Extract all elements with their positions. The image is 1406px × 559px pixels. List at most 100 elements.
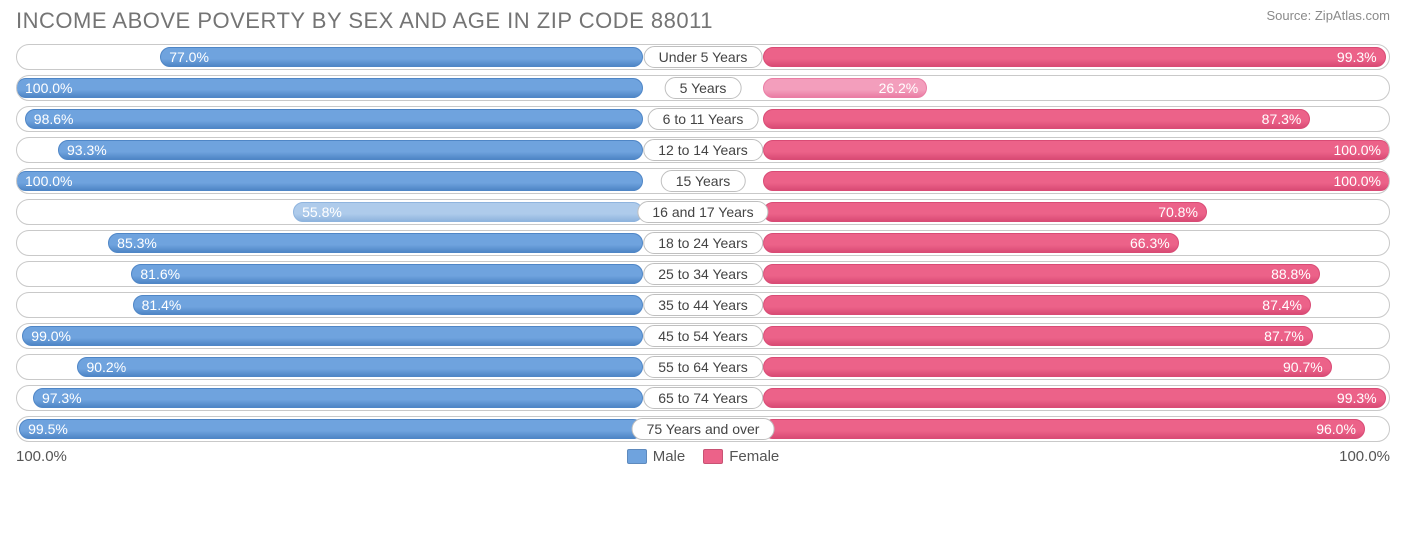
- male-bar: 55.8%: [293, 202, 643, 222]
- male-bar: 97.3%: [33, 388, 643, 408]
- male-side: 100.0%: [17, 169, 703, 193]
- female-bar: 70.8%: [763, 202, 1207, 222]
- female-side: 100.0%: [703, 169, 1389, 193]
- female-value-label: 87.3%: [1262, 111, 1302, 127]
- poverty-chart: INCOME ABOVE POVERTY BY SEX AND AGE IN Z…: [0, 0, 1406, 559]
- female-value-label: 100.0%: [1334, 173, 1381, 189]
- female-value-label: 100.0%: [1334, 142, 1381, 158]
- female-bar: 100.0%: [763, 171, 1390, 191]
- female-side: 88.8%: [703, 262, 1389, 286]
- male-side: 77.0%: [17, 45, 703, 69]
- male-bar: 81.4%: [133, 295, 643, 315]
- category-pill: 35 to 44 Years: [643, 294, 763, 316]
- female-side: 87.3%: [703, 107, 1389, 131]
- male-value-label: 99.0%: [31, 328, 71, 344]
- male-side: 90.2%: [17, 355, 703, 379]
- female-value-label: 26.2%: [879, 80, 919, 96]
- female-value-label: 70.8%: [1158, 204, 1198, 220]
- female-value-label: 66.3%: [1130, 235, 1170, 251]
- male-bar: 98.6%: [25, 109, 643, 129]
- male-side: 99.5%: [17, 417, 703, 441]
- male-value-label: 85.3%: [117, 235, 157, 251]
- category-pill: 45 to 54 Years: [643, 325, 763, 347]
- chart-row: 55.8%70.8%16 and 17 Years: [16, 199, 1390, 225]
- axis-left-label: 100.0%: [16, 448, 67, 465]
- chart-row: 81.4% 87.4%35 to 44 Years: [16, 292, 1390, 318]
- male-value-label: 90.2%: [86, 359, 126, 375]
- female-bar: 87.3%: [763, 109, 1310, 129]
- female-value-label: 90.7%: [1283, 359, 1323, 375]
- chart-row: 97.3%99.3%65 to 74 Years: [16, 385, 1390, 411]
- male-bar: 81.6%: [131, 264, 643, 284]
- chart-row: 99.0% 87.7% 45 to 54 Years: [16, 323, 1390, 349]
- female-bar: 99.3%: [763, 47, 1386, 67]
- female-bar: 88.8%: [763, 264, 1320, 284]
- chart-footer: 100.0% Male Female 100.0%: [16, 448, 1390, 465]
- female-value-label: 87.7%: [1264, 328, 1304, 344]
- female-bar: 90.7%: [763, 357, 1332, 377]
- male-bar: 85.3%: [108, 233, 643, 253]
- chart-row: 93.3% 100.0% 12 to 14 Years: [16, 137, 1390, 163]
- male-bar: 77.0%: [160, 47, 643, 67]
- male-side: 81.4%: [17, 293, 703, 317]
- female-side: 99.3%: [703, 45, 1389, 69]
- legend-female: Female: [703, 448, 779, 465]
- male-bar: 100.0%: [16, 78, 643, 98]
- chart-header: INCOME ABOVE POVERTY BY SEX AND AGE IN Z…: [16, 8, 1390, 34]
- chart-row: 77.0% 99.3% Under 5 Years: [16, 44, 1390, 70]
- male-side: 98.6%: [17, 107, 703, 131]
- chart-row: 99.5% 96.0% 75 Years and over: [16, 416, 1390, 442]
- chart-source: Source: ZipAtlas.com: [1266, 8, 1390, 23]
- male-side: 81.6%: [17, 262, 703, 286]
- axis-right-label: 100.0%: [1339, 448, 1390, 465]
- male-side: 97.3%: [17, 386, 703, 410]
- male-bar: 93.3%: [58, 140, 643, 160]
- female-side: 26.2%: [703, 76, 1389, 100]
- female-side: 99.3%: [703, 386, 1389, 410]
- female-side: 90.7%: [703, 355, 1389, 379]
- male-bar: 99.0%: [22, 326, 643, 346]
- chart-rows: 77.0% 99.3% Under 5 Years 100.0% 26.2% 5 Year…: [16, 44, 1390, 442]
- male-value-label: 81.4%: [142, 297, 182, 313]
- category-pill: 55 to 64 Years: [643, 356, 763, 378]
- male-bar: 90.2%: [77, 357, 643, 377]
- female-bar: 99.3%: [763, 388, 1386, 408]
- chart-title: INCOME ABOVE POVERTY BY SEX AND AGE IN Z…: [16, 8, 713, 34]
- chart-row: 90.2% 90.7% 55 to 64 Years: [16, 354, 1390, 380]
- category-pill: 5 Years: [665, 77, 742, 99]
- male-value-label: 81.6%: [140, 266, 180, 282]
- female-value-label: 88.8%: [1271, 266, 1311, 282]
- female-value-label: 99.3%: [1337, 49, 1377, 65]
- male-swatch-icon: [627, 449, 647, 464]
- male-value-label: 97.3%: [42, 390, 82, 406]
- category-pill: 75 Years and over: [632, 418, 775, 440]
- male-value-label: 98.6%: [34, 111, 74, 127]
- male-side: 100.0%: [17, 76, 703, 100]
- legend-male: Male: [627, 448, 686, 465]
- male-side: 55.8%: [17, 200, 703, 224]
- category-pill: 12 to 14 Years: [643, 139, 763, 161]
- female-side: 96.0%: [703, 417, 1389, 441]
- chart-row: 81.6% 88.8% 25 to 34 Years: [16, 261, 1390, 287]
- female-swatch-icon: [703, 449, 723, 464]
- legend: Male Female: [67, 448, 1339, 465]
- male-side: 93.3%: [17, 138, 703, 162]
- male-bar: 99.5%: [19, 419, 643, 439]
- male-value-label: 100.0%: [25, 80, 72, 96]
- male-value-label: 100.0%: [25, 173, 72, 189]
- chart-row: 85.3% 66.3% 18 to 24 Years: [16, 230, 1390, 256]
- female-value-label: 96.0%: [1316, 421, 1356, 437]
- category-pill: 25 to 34 Years: [643, 263, 763, 285]
- female-side: 66.3%: [703, 231, 1389, 255]
- female-bar: 87.4%: [763, 295, 1311, 315]
- female-side: 70.8%: [703, 200, 1389, 224]
- female-side: 87.4%: [703, 293, 1389, 317]
- female-side: 87.7%: [703, 324, 1389, 348]
- category-pill: 18 to 24 Years: [643, 232, 763, 254]
- female-value-label: 99.3%: [1337, 390, 1377, 406]
- male-value-label: 55.8%: [302, 204, 342, 220]
- chart-row: 100.0% 26.2% 5 Years: [16, 75, 1390, 101]
- category-pill: Under 5 Years: [644, 46, 763, 68]
- male-side: 85.3%: [17, 231, 703, 255]
- category-pill: 6 to 11 Years: [648, 108, 759, 130]
